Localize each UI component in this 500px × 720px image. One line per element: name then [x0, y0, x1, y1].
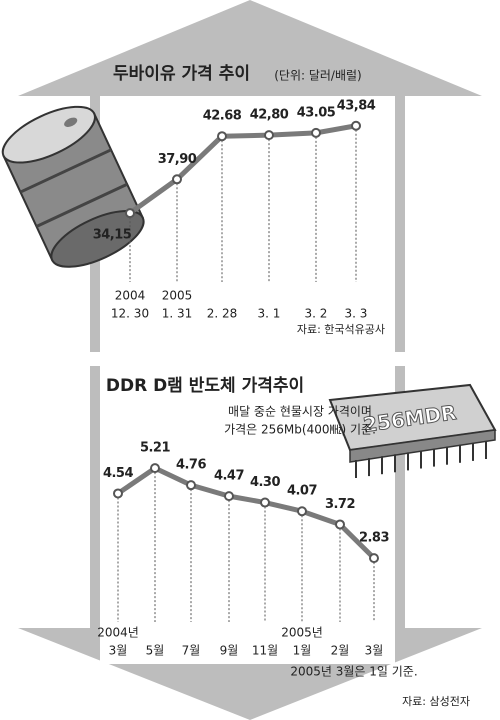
x-tick-label: 11월: [252, 644, 278, 658]
x-tick-label: 1. 31: [162, 307, 193, 321]
value-label: 5.21: [140, 441, 171, 456]
x-tick-label: 1월: [293, 644, 312, 658]
footnote: 2005년 3월은 1일 기준.: [290, 665, 417, 679]
value-label: 42,80: [250, 108, 289, 123]
x-tick-label: 2월: [331, 644, 350, 658]
value-label: 43.05: [297, 105, 336, 120]
barrel: [1, 105, 145, 268]
marker: [351, 120, 361, 131]
marker: [113, 488, 123, 499]
chip: 256MDR: [328, 383, 497, 463]
chart-subtitle: (단위: 달러/배럴): [274, 69, 362, 83]
x-tick-label: 2. 28: [207, 307, 238, 321]
line: [128, 123, 357, 216]
line: [116, 465, 376, 560]
value-label: 4.76: [176, 458, 207, 473]
marker: [125, 208, 135, 219]
x-tick-label: 12. 30: [111, 307, 149, 321]
marker: [150, 463, 160, 474]
marker: [369, 553, 379, 564]
marker: [217, 131, 227, 142]
marker: [264, 130, 274, 141]
value-label: 4.07: [287, 484, 318, 499]
marker: [297, 506, 307, 517]
barrel-bottom: [50, 210, 145, 268]
x-year-label: 2005년: [281, 626, 323, 640]
barrel-cap: [64, 117, 78, 127]
x-year-label: 2004년: [97, 626, 139, 640]
chart-title: DDR D램 반도체 가격추이: [106, 376, 304, 396]
x-year-label: 2004: [115, 289, 146, 303]
barrel-ring: [35, 182, 128, 228]
x-tick-label: 3. 2: [305, 307, 328, 321]
value-label: 2.83: [359, 531, 390, 546]
chip-side: [349, 429, 496, 463]
marker: [335, 519, 345, 530]
x-tick-label: 3. 3: [345, 307, 368, 321]
value-label: 34,15: [93, 228, 132, 243]
value-label: 37,90: [158, 152, 197, 167]
value-label: 42.68: [203, 109, 242, 124]
value-label: 4.47: [214, 469, 245, 484]
marker: [224, 491, 234, 502]
panel: [100, 96, 395, 352]
note: 매달 중순 현물시장 가격이며: [228, 405, 372, 419]
barrel-ring: [19, 148, 112, 194]
x-tick-label: 5월: [146, 644, 165, 658]
value-label: 3.72: [325, 497, 355, 512]
x-tick-label: 3월: [109, 644, 128, 658]
marker: [311, 127, 321, 138]
x-tick-label: 7월: [182, 644, 201, 658]
x-tick-label: 9월: [220, 644, 239, 658]
source: 자료: 삼성전자: [402, 695, 470, 708]
panel: [100, 628, 395, 664]
x-tick-label: 3. 1: [258, 307, 281, 321]
value-label: 43,84: [337, 98, 376, 113]
value-label: 4.54: [103, 466, 134, 481]
marker: [260, 497, 270, 508]
chart-title: 두바이유 가격 추이: [113, 64, 250, 84]
value-label: 4.30: [250, 475, 281, 490]
x-year-label: 2005: [162, 289, 193, 303]
marker: [172, 174, 182, 185]
x-tick-label: 3월: [365, 644, 384, 658]
marker: [186, 480, 196, 491]
note: 가격은 256Mb(400㎒) 기준.: [224, 423, 376, 437]
source: 자료: 한국석유공사: [297, 323, 385, 336]
